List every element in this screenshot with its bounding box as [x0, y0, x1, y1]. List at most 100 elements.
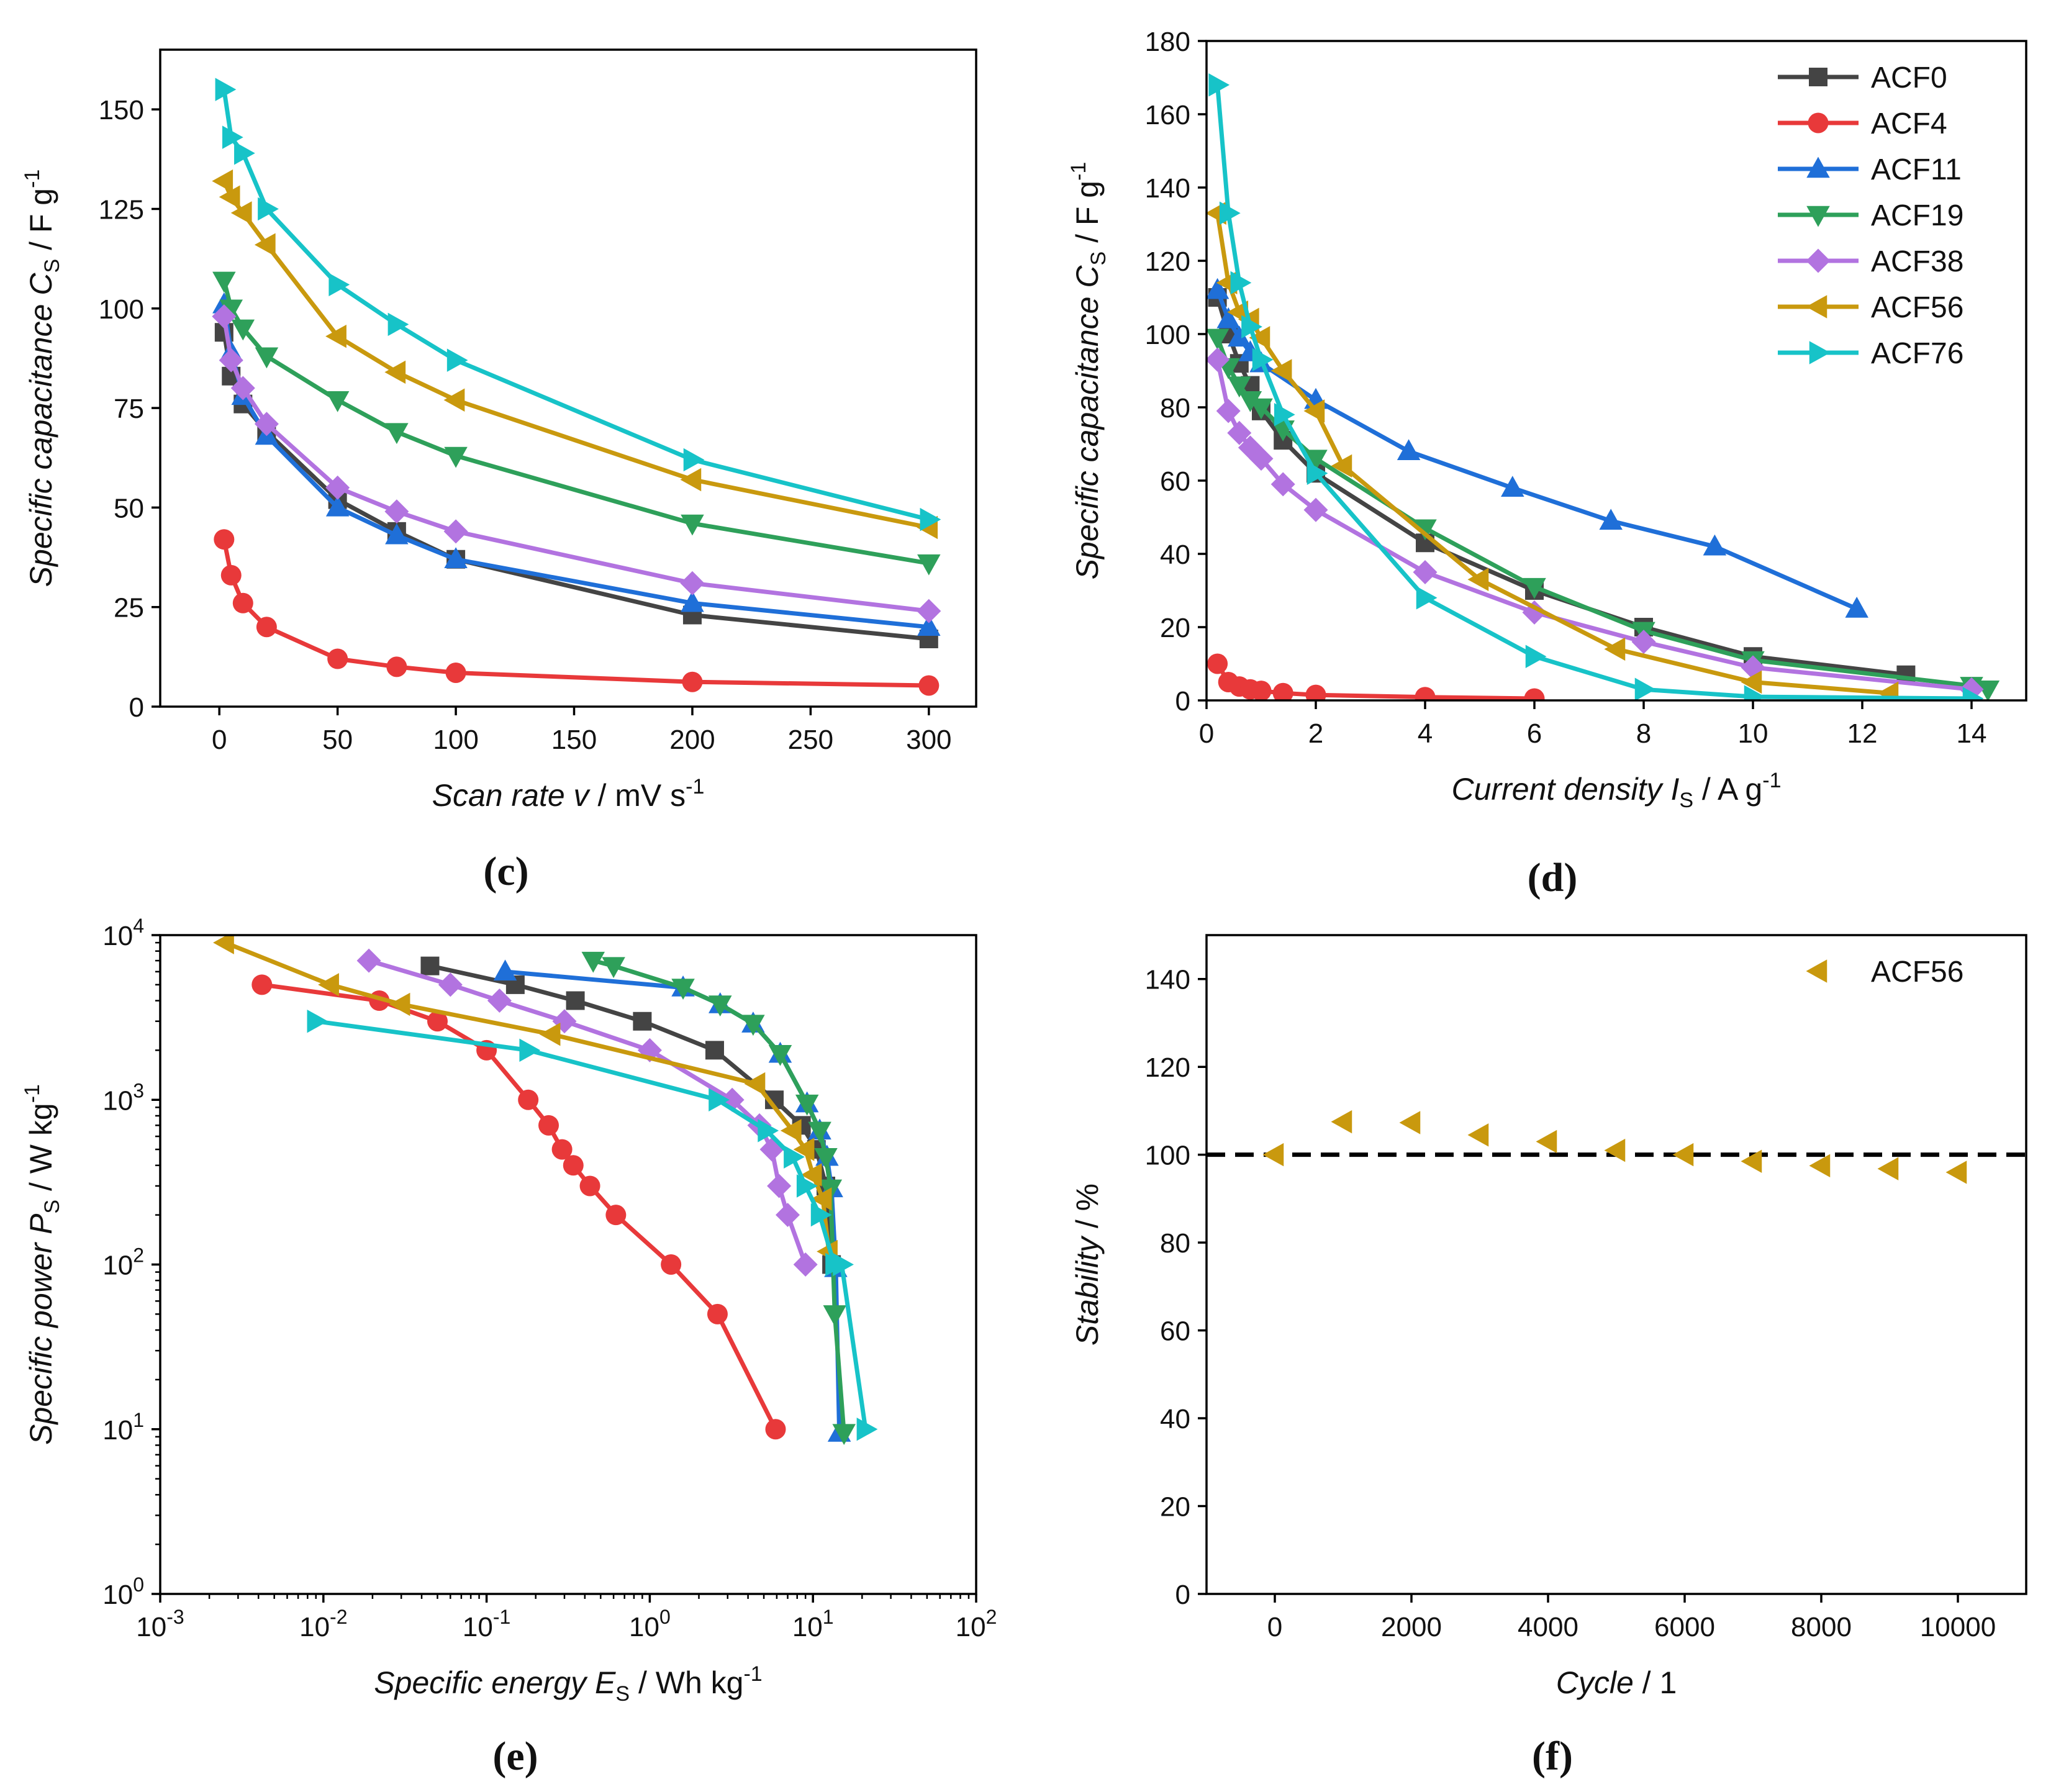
- data-point-acf11: [1501, 476, 1524, 497]
- tick-base: 10: [102, 921, 133, 951]
- data-point-acf11: [325, 495, 350, 517]
- data-point-acf4: [1207, 653, 1228, 674]
- x-tick-label: 150: [551, 725, 597, 755]
- x-tick-label: 250: [788, 725, 833, 755]
- data-point-acf11: [1228, 325, 1251, 347]
- x-tick-label: 10-2: [299, 1606, 347, 1642]
- tick-base: 10: [102, 1580, 133, 1610]
- y-tick-label: 50: [114, 493, 144, 523]
- y-tick-label: 20: [1160, 1492, 1190, 1523]
- tick-exponent: 1: [823, 1606, 834, 1628]
- x-tick-label: 8: [1636, 718, 1651, 749]
- data-point-acf38: [219, 348, 243, 373]
- data-point-acf4: [682, 671, 703, 692]
- data-point-acf4: [538, 1115, 559, 1136]
- data-point-acf4: [518, 1089, 539, 1110]
- data-point-acf4: [551, 1139, 573, 1160]
- data-point-acf4: [579, 1175, 600, 1197]
- y-tick-label: 0: [1175, 686, 1190, 717]
- x-tick-label: 200: [669, 725, 715, 755]
- y-tick-label: 102: [102, 1244, 144, 1281]
- legend-label: ACF19: [1871, 199, 1963, 232]
- data-point-acf4: [327, 648, 348, 669]
- x-tick-label: 102: [956, 1606, 997, 1642]
- data-point-acf38: [1227, 420, 1252, 445]
- data-point-acf38: [767, 1174, 792, 1198]
- data-point-acf56: [1399, 1111, 1421, 1134]
- data-point-acf56: [1467, 568, 1489, 592]
- data-point-acf38: [212, 304, 237, 329]
- data-point-acf19: [581, 951, 605, 973]
- data-point-acf11: [681, 591, 704, 612]
- panel-d-legend: ACF0 ACF4 ACF11 ACF19 ACF38 ACF56 ACF76: [1778, 61, 1963, 370]
- data-point-acf56: [443, 388, 465, 412]
- panel-e-x-axis-label-superscript: -1: [743, 1662, 762, 1686]
- data-point-acf4: [707, 1303, 728, 1324]
- legend-marker: [1806, 248, 1831, 273]
- data-point-acf11: [917, 615, 941, 636]
- data-point-acf11: [1207, 278, 1230, 299]
- data-point-acf56: [810, 1187, 832, 1211]
- tick-exponent: 1: [133, 1409, 144, 1431]
- panel-f-x-axis-label: Cycle / 1: [1556, 1665, 1677, 1700]
- panel-d-y-axis-label-main: Specific capacitance C: [1070, 265, 1105, 580]
- data-point-acf56: [1270, 359, 1292, 382]
- tick-exponent: -1: [493, 1606, 510, 1628]
- series-acf76: [307, 1009, 878, 1441]
- data-point-acf76: [796, 1174, 818, 1198]
- series-acf76: [215, 78, 941, 532]
- data-point-acf4: [1415, 687, 1436, 700]
- data-point-acf4: [386, 656, 407, 677]
- data-point-acf11: [385, 523, 409, 545]
- x-tick-label: 0: [1199, 718, 1214, 749]
- panel-c-x-axis-label: Scan rate v / mV s-1: [432, 775, 705, 813]
- x-tick-label: 6: [1527, 718, 1542, 749]
- panel-f-axes-frame: [1205, 934, 2027, 1595]
- data-point-acf19: [823, 1305, 847, 1326]
- data-point-acf76: [784, 1145, 805, 1169]
- data-point-acf76: [387, 312, 409, 337]
- data-point-acf56: [1467, 1123, 1489, 1147]
- data-point-acf56: [1262, 1143, 1284, 1167]
- series-acf0: [1208, 288, 1916, 684]
- data-point-acf76: [1307, 461, 1328, 485]
- data-point-acf56: [1945, 1161, 1967, 1184]
- data-point-acf38: [680, 571, 705, 595]
- series-line-acf0: [429, 964, 834, 1265]
- series-acf4: [1207, 653, 1545, 700]
- panel-d-y-axis-label-subscript: S: [1087, 251, 1110, 266]
- tick-exponent: 2: [133, 1244, 144, 1267]
- legend-label: ACF11: [1871, 153, 1962, 186]
- tick-base: 10: [629, 1612, 659, 1642]
- legend-item-acf4: ACF4: [1778, 107, 1947, 140]
- x-tick-label: 100: [629, 1606, 671, 1642]
- y-tick-label: 60: [1160, 1316, 1190, 1347]
- data-point-acf11: [1703, 534, 1727, 556]
- y-tick-label: 104: [102, 915, 144, 951]
- data-point-acf76: [222, 125, 243, 149]
- y-tick-label: 180: [1145, 27, 1190, 57]
- data-point-acf19: [1304, 450, 1328, 471]
- panel-f-legend: ACF56: [1806, 956, 1963, 989]
- data-point-acf76: [856, 1418, 878, 1441]
- series-acf38: [1207, 347, 1984, 700]
- panel-d-y-axis-label: Specific capacitance CS / F g-1: [1067, 162, 1110, 580]
- data-point-acf76: [446, 348, 468, 372]
- y-tick-label: 80: [1160, 1228, 1190, 1259]
- data-point-acf76: [1416, 586, 1438, 610]
- data-point-acf76: [234, 141, 255, 165]
- panel-e-x-axis-label: Specific energy ES / Wh kg-1: [374, 1662, 762, 1706]
- data-point-acf76: [920, 507, 941, 532]
- data-point-acf4: [605, 1205, 627, 1226]
- y-tick-label: 80: [1160, 393, 1190, 423]
- panel-d-axes-frame: [1205, 40, 2027, 702]
- legend-item-acf0: ACF0: [1778, 61, 1947, 94]
- data-point-acf76: [1241, 315, 1262, 338]
- data-point-acf56: [1877, 1157, 1899, 1181]
- series-acf38: [212, 304, 941, 623]
- x-tick-label: 10-3: [136, 1606, 184, 1642]
- tick-exponent: -3: [166, 1606, 184, 1628]
- panel-label-f: (f): [1532, 1734, 1573, 1779]
- data-point-acf56: [680, 468, 702, 492]
